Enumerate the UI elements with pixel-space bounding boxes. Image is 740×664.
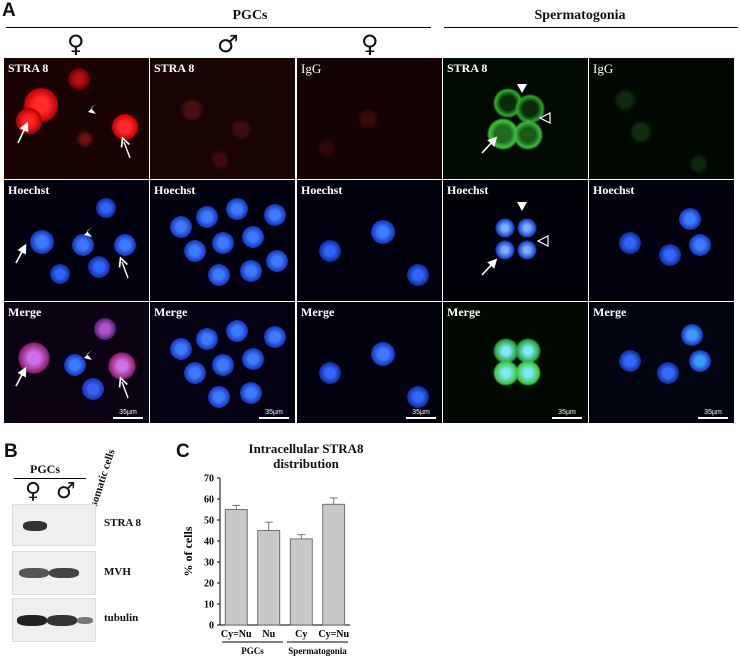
arrow-icon — [481, 258, 498, 276]
micrograph-pgc-male-merge: Merge 35µm — [150, 302, 295, 423]
open-arrow-icon — [122, 382, 129, 399]
row-label-hoechst: Hoechst — [301, 183, 343, 197]
y-tick-label: 70 — [204, 474, 214, 485]
scale-bar: 35µm — [113, 409, 143, 419]
bar — [224, 509, 248, 626]
x-tick-label: Cy=Nu — [318, 629, 349, 640]
micrograph-pgc-female-stra8: STRA 8 — [4, 58, 149, 179]
group-label: PGCs — [241, 646, 264, 656]
micrograph-spermatogonia-igg-merge: Merge 35µm — [589, 302, 734, 423]
y-tick-label: 0 — [209, 621, 214, 632]
group-title-spermatogonia: Spermatogonia — [534, 8, 626, 23]
western-male-symbol: ♂ — [56, 479, 76, 504]
pgcs-underline — [6, 27, 431, 28]
panel-a-letter: A — [2, 0, 16, 21]
micrograph-spermatogonia-igg: IgG — [589, 58, 734, 179]
open-arrowhead-icon — [538, 112, 551, 124]
x-tick-label: Cy — [295, 629, 307, 640]
western-row-label: MVH — [104, 566, 131, 578]
male-symbol: ♂ — [217, 30, 239, 58]
micrograph-spermatogonia-merge: Merge 35µm — [443, 302, 588, 423]
row-label-stra8: STRA 8 — [154, 61, 195, 75]
western-pgcs-underline — [14, 478, 86, 479]
y-tick-label: 40 — [204, 537, 214, 548]
row-label-stra8: STRA 8 — [447, 61, 488, 75]
row-label-hoechst: Hoechst — [593, 183, 635, 197]
micrograph-pgc-female-hoechst: Hoechst — [4, 180, 149, 301]
row-label-merge: Merge — [593, 305, 627, 319]
group-label: Spermatogonia — [288, 646, 347, 656]
micrograph-pgc-female-merge: Merge 35µm — [4, 302, 149, 423]
y-tick-label: 30 — [204, 558, 214, 569]
micrograph-spermatogonia-stra8: STRA 8 — [443, 58, 588, 179]
micrograph-spermatogonia-igg-hoechst: Hoechst — [589, 180, 734, 301]
y-tick-label: 10 — [204, 600, 214, 611]
panel-c-letter: C — [176, 441, 190, 462]
female-symbol: ♀ — [67, 30, 85, 58]
arrowhead-icon — [517, 84, 527, 93]
arrow-icon — [481, 136, 498, 154]
bar — [289, 538, 313, 626]
micrograph-pgc-male-hoechst: Hoechst — [150, 180, 295, 301]
western-blot-mvh — [12, 551, 96, 595]
y-axis-label: % of cells — [181, 526, 195, 576]
female-symbol-igg: ♀ — [361, 30, 379, 58]
western-somatic-label: somatic cells — [88, 447, 118, 508]
x-tick-label: Nu — [262, 629, 275, 640]
y-tick-label: 20 — [204, 579, 214, 590]
arrowhead-icon — [88, 104, 96, 114]
chart-title: Intracellular STRA8 distribution — [248, 441, 364, 471]
row-label-merge: Merge — [301, 305, 335, 319]
arrowhead-icon — [517, 202, 527, 211]
arrowhead-icon — [84, 350, 92, 360]
bar — [257, 530, 281, 626]
arrow-icon — [15, 243, 27, 264]
row-label-hoechst: Hoechst — [447, 183, 489, 197]
x-tick-label: Cy=Nu — [221, 629, 252, 640]
row-label-igg: IgG — [301, 61, 322, 76]
scale-bar: 35µm — [406, 409, 436, 419]
row-label-igg: IgG — [593, 61, 614, 76]
arrow-icon — [17, 121, 29, 144]
arrowhead-icon — [84, 227, 92, 237]
annotation-arrows — [15, 84, 551, 399]
micrograph-pgc-female-igg: IgG — [297, 58, 442, 179]
open-arrow-icon — [122, 262, 129, 279]
row-label-hoechst: Hoechst — [8, 183, 50, 197]
western-pgcs-label: PGCs — [30, 462, 60, 476]
bar — [322, 503, 346, 626]
bar-chart: 0 10 20 30 40 50 60 70 % of cells Cy=Nu Nu Cy Cy=Nu P… — [181, 474, 350, 656]
row-label-merge: Merge — [8, 305, 42, 319]
western-row-label: STRA 8 — [104, 517, 141, 529]
row-label-merge: Merge — [154, 305, 188, 319]
scale-bar: 35µm — [259, 409, 289, 419]
micrograph-pgc-male-stra8: STRA 8 — [150, 58, 295, 179]
western-female-symbol: ♀ — [25, 479, 42, 504]
micrograph-spermatogonia-hoechst: Hoechst — [443, 180, 588, 301]
row-label-stra8: STRA 8 — [8, 61, 49, 75]
western-row-label: tubulin — [104, 612, 139, 624]
panel-b-letter: B — [4, 441, 18, 462]
open-arrowhead-icon — [536, 235, 549, 247]
group-title-pgcs: PGCs — [232, 8, 268, 23]
western-blot-stra8 — [12, 504, 96, 546]
y-tick-label: 50 — [204, 516, 214, 527]
micrograph-pgc-female-igg-merge: Merge 35µm — [297, 302, 442, 423]
row-label-hoechst: Hoechst — [154, 183, 196, 197]
row-label-merge: Merge — [447, 305, 481, 319]
western-blot-tubulin — [12, 598, 96, 642]
scale-bar: 35µm — [698, 409, 728, 419]
arrow-icon — [15, 366, 27, 387]
spermatogonia-underline — [444, 27, 738, 28]
scale-bar: 35µm — [552, 409, 582, 419]
micrograph-pgc-female-igg-hoechst: Hoechst — [297, 180, 442, 301]
open-arrow-icon — [124, 142, 131, 159]
y-tick-label: 60 — [204, 495, 214, 506]
